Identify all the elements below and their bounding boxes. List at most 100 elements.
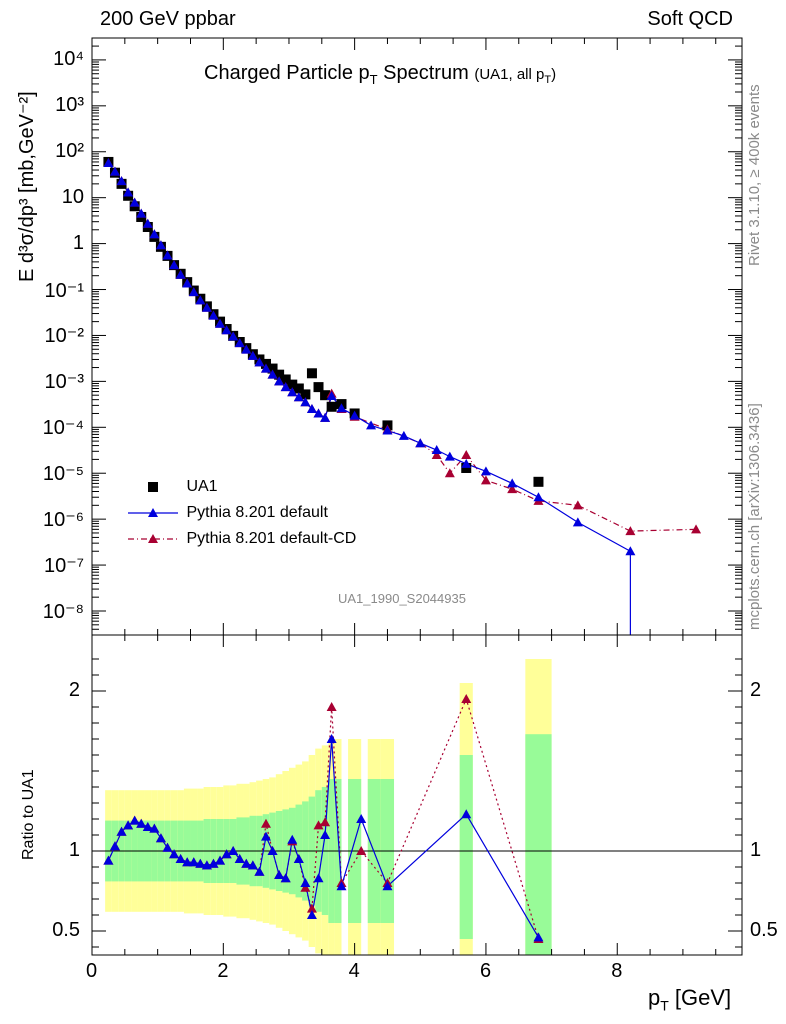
ratio-pythia-default-point [228, 846, 239, 855]
pythia-default-point [533, 492, 544, 502]
ua1-data-point [326, 401, 337, 412]
pythia-default-point [162, 250, 173, 260]
pythia-default-point [116, 176, 127, 186]
ratio-pythia-default-point [221, 849, 232, 859]
ratio-pythia-default-point [247, 860, 258, 870]
ua1-data-point [320, 390, 331, 401]
pythia-default-point [431, 445, 442, 455]
ratio-pythia-default-point [149, 823, 160, 833]
main-y-tick-label: 10⁻⁷ [43, 555, 84, 578]
ratio-pythia-default-point [533, 932, 544, 942]
ua1-data-point [533, 476, 544, 487]
ratio-pythia-default-point [116, 826, 127, 836]
ratio-pythia-default-point [313, 873, 324, 883]
legend-label: Pythia 8.201 default-CD [182, 530, 357, 548]
pythia-default-point [287, 387, 298, 397]
ratio-pythia-cd-point [326, 702, 337, 711]
ratio-pythia-default-point [142, 822, 153, 831]
main-title: Charged Particle pT Spectrum (UA1, all p… [204, 62, 557, 87]
pythia-default-point [480, 466, 491, 476]
main-y-tick-label: 10³ [55, 93, 84, 116]
main-y-tick-label: 10⁻³ [44, 371, 84, 394]
pythia-default-point [149, 229, 160, 239]
pythia-default-point [625, 546, 636, 556]
pythia-default-point [336, 403, 347, 413]
stat-uncertainty-band [525, 734, 552, 955]
ratio-pythia-cd-point [260, 818, 271, 828]
ratio-pythia-default-point [215, 855, 226, 865]
ratio-pythia-default-point [129, 815, 140, 825]
pythia-cd-point [480, 475, 491, 485]
legend-swatch [148, 482, 158, 492]
pythia-default-point [201, 302, 212, 312]
mcplots-credit-label: mcplots.cern.ch [arXiv:1306.3436] [746, 403, 763, 630]
ratio-pythia-default-point [136, 818, 147, 828]
pythia-cd-point [691, 524, 702, 534]
legend-item: Pythia 8.201 default [126, 504, 328, 522]
legend-square-marker [148, 482, 158, 492]
main-y-tick-label: 10⁻⁸ [42, 600, 84, 623]
pythia-default-point [260, 363, 271, 373]
ratio-pythia-default-point [195, 858, 206, 868]
pythia-default-point [123, 187, 134, 197]
ua1-data-point [306, 368, 317, 379]
pythia-default-point [320, 412, 331, 422]
ua1-data-point [274, 369, 285, 380]
pythia-default-point [398, 430, 409, 440]
pythia-default-point [382, 425, 393, 435]
pythia-cd-point [444, 468, 455, 478]
x-tick-label: 0 [86, 960, 98, 982]
main-y-tick-label: 10⁻⁴ [42, 417, 84, 440]
ratio-pythia-default-point [162, 842, 173, 852]
pythia-cd-point [431, 449, 442, 459]
ratio-pythia-default-point [326, 734, 337, 743]
pythia-default-point [306, 404, 317, 414]
header-left: 200 GeV ppbar [100, 8, 236, 30]
pythia-default-point [221, 325, 232, 335]
ratio-pythia-default-point [169, 849, 180, 859]
main-y-tick-label: 10⁻² [44, 325, 84, 348]
ratio-pythia-default-point [306, 910, 317, 919]
main-y-tick-label: 10⁴ [53, 47, 84, 70]
ratio-pythia-default-point [182, 857, 193, 867]
ratio-pythia-default-point [280, 873, 291, 883]
main-y-tick-label: 10² [55, 139, 84, 162]
pythia-default-point [182, 278, 193, 288]
ratio-pythia-default-point [293, 854, 304, 863]
pythia-default-point [300, 397, 311, 407]
pythia-default-point [175, 269, 186, 279]
ua1-data-point [313, 382, 324, 393]
pythia-default-point [241, 344, 252, 354]
ua1-data-point [267, 363, 278, 374]
pythia-default-point [507, 478, 518, 488]
pythia-default-point [254, 357, 265, 367]
ratio-y-tick-label: 1 [68, 839, 80, 861]
pythia-default-point [366, 420, 377, 430]
title-note: (UA1, all pT) [474, 66, 557, 86]
pythia-default-point [247, 350, 258, 360]
pythia-cd-point [507, 484, 518, 494]
pythia-default-point [215, 318, 226, 328]
ratio-pythia-default-point [123, 820, 134, 830]
x-axis-label: pT [GeV] [648, 985, 732, 1014]
pythia-default-point [228, 331, 239, 341]
pythia-default-point [267, 369, 278, 379]
ratio-pythia-default-point [103, 855, 114, 865]
pythia-default-point [313, 408, 324, 418]
pythia-default-point [234, 338, 245, 348]
ratio-pythia-default-point [274, 870, 285, 879]
legend-label: Pythia 8.201 default [182, 504, 328, 522]
ua1-data-point [293, 383, 304, 394]
legend-swatch [128, 508, 178, 517]
ratio-pythia-cd-point [300, 882, 311, 892]
ratio-pythia-cd-point [306, 903, 317, 913]
main-y-tick-label: 10⁻⁵ [42, 463, 84, 486]
ratio-y-tick-label-right: 1 [750, 839, 762, 861]
ratio-y-tick-label-right: 0.5 [750, 919, 778, 941]
pythia-default-point [444, 451, 455, 461]
ratio-y-tick-label: 0.5 [52, 919, 80, 941]
ratio-pythia-default-point [300, 878, 311, 887]
main-y-tick-label: 10⁻¹ [44, 279, 84, 302]
ratio-pythia-default-point [241, 858, 252, 868]
ratio-y-tick-label: 2 [68, 679, 80, 701]
